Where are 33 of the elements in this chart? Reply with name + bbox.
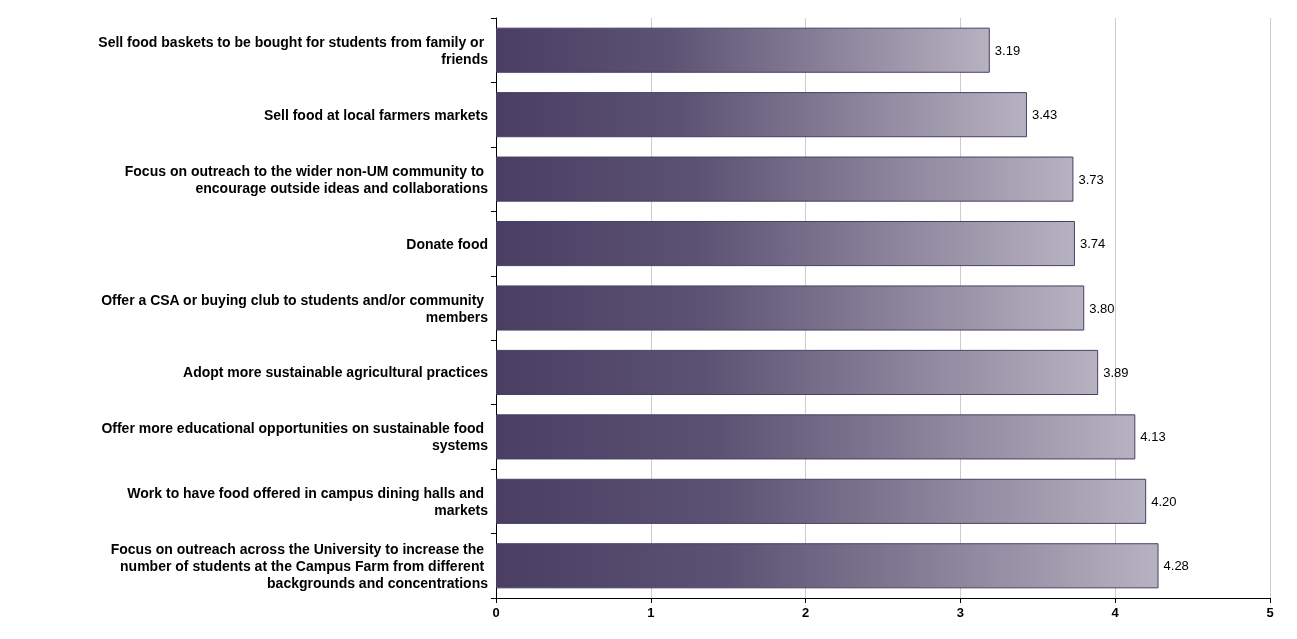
y-tick-label: Donate food [406, 235, 488, 252]
data-label: 3.89 [1103, 364, 1129, 380]
y-tick-label: Focus on outreach across the University to increase the number of students at the Campus Farm from different backgrounds and concentrations [110, 540, 489, 591]
y-tick-label: Offer more educational opportunities on sustainable food systems [101, 420, 489, 454]
bar [496, 543, 1159, 589]
bar [496, 156, 1074, 202]
data-label: 3.74 [1079, 236, 1106, 252]
x-tick-label: 4 [1111, 605, 1120, 620]
y-tick-label: Sell food at local farmers markets [263, 106, 489, 123]
bar [496, 285, 1085, 331]
bar [496, 92, 1027, 138]
data-label: 3.19 [994, 42, 1021, 58]
x-tick-label: 1 [647, 605, 655, 620]
y-tick-label: Adopt more sustainable agricultural practices [183, 364, 489, 381]
data-label: 4.13 [1140, 429, 1166, 445]
y-tick-label: Sell food baskets to be bought for students from family or friends [98, 33, 489, 67]
y-tick-label: Focus on outreach to the wider non-UM community to encourage outside ideas and collaborations [124, 162, 489, 196]
x-tick-label: 3 [956, 605, 965, 620]
bar [496, 221, 1075, 267]
y-tick-label: Offer a CSA or buying club to students and/or community members [101, 291, 489, 325]
bar [496, 27, 990, 73]
x-tick-label: 0 [492, 605, 500, 620]
x-tick-label: 2 [801, 605, 810, 620]
x-tick-label: 5 [1266, 605, 1274, 620]
bar [496, 414, 1136, 460]
bar [496, 478, 1147, 524]
data-label: 3.80 [1089, 300, 1115, 316]
data-label: 4.20 [1151, 493, 1177, 509]
data-label: 4.28 [1163, 558, 1189, 574]
data-label: 3.73 [1078, 171, 1104, 187]
data-label: 3.43 [1031, 107, 1058, 123]
bar [496, 349, 1099, 395]
y-tick-label: Work to have food offered in campus dining halls and markets [127, 484, 489, 518]
